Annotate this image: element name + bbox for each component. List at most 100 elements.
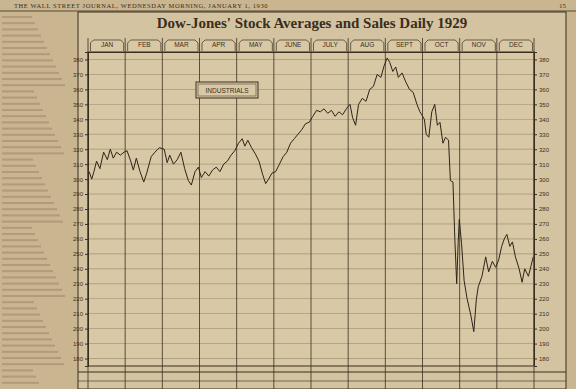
newsprint-line	[2, 227, 32, 229]
month-tab	[128, 40, 161, 51]
newsprint-line	[2, 363, 64, 365]
tick-label: 260	[73, 236, 84, 242]
newsprint-line	[2, 103, 40, 105]
y-tick: 200	[73, 326, 88, 332]
y-tick: 190	[534, 341, 550, 347]
tick-mark	[534, 134, 537, 135]
newsprint-line	[2, 97, 37, 99]
tick-mark	[534, 209, 537, 210]
tick-label: MAY	[249, 41, 263, 48]
y-tick: 250	[73, 251, 88, 257]
month-tab	[239, 40, 272, 51]
tick-label: 190	[73, 341, 84, 347]
tick-mark	[534, 239, 537, 240]
newsprint-line	[2, 16, 32, 18]
tick-label: 290	[539, 191, 550, 197]
newsprint-line	[2, 326, 46, 328]
chart-title: Dow-Jones' Stock Averages and Sales Dail…	[157, 15, 468, 31]
month-tab	[351, 40, 384, 51]
x-tick: MAR	[165, 40, 198, 52]
newsprint-line	[2, 264, 50, 266]
tick-label: 330	[73, 132, 84, 138]
newsprint-line	[2, 239, 38, 241]
tick-mark	[534, 269, 537, 270]
y-tick: 210	[73, 311, 88, 317]
tick-mark	[85, 74, 88, 75]
newsprint-line	[2, 369, 33, 371]
tick-label: 310	[539, 162, 550, 168]
newsprint-line	[2, 28, 38, 30]
tick-label: MAR	[174, 41, 189, 48]
tick-mark	[85, 89, 88, 90]
tick-label: 180	[73, 356, 84, 362]
newsprint-line	[2, 22, 35, 24]
tick-mark	[534, 149, 537, 150]
newsprint-line	[2, 233, 35, 235]
tick-label: OCT	[435, 41, 449, 48]
y-tick: 350	[73, 102, 88, 108]
x-tick: OCT	[425, 40, 458, 52]
y-tick: 310	[73, 162, 88, 168]
tick-mark	[534, 329, 537, 330]
tick-label: 240	[539, 266, 550, 272]
tick-mark	[85, 239, 88, 240]
tick-mark	[85, 59, 88, 60]
newsprint-line	[2, 270, 53, 272]
tick-label: 260	[539, 236, 550, 242]
newsprint-line	[2, 128, 52, 130]
month-divider	[385, 38, 386, 389]
page-number: 15	[559, 2, 567, 10]
month-tab	[165, 40, 198, 51]
tick-label: DEC	[509, 41, 523, 48]
tick-mark	[85, 299, 88, 300]
chart-svg: THE WALL STREET JOURNAL, WEDNESDAY MORNI…	[0, 0, 576, 389]
x-tick: SEPT	[388, 40, 421, 52]
newsprint-column	[2, 16, 65, 384]
tick-label: JAN	[101, 41, 114, 48]
y-tick: 370	[73, 72, 88, 78]
newsprint-line	[2, 376, 36, 378]
newsprint-line	[2, 314, 40, 316]
tick-mark	[85, 269, 88, 270]
newsprint-line	[2, 90, 34, 92]
tick-label: 350	[73, 102, 84, 108]
y-tick: 210	[534, 311, 550, 317]
month-divider	[311, 38, 312, 389]
tick-mark	[85, 224, 88, 225]
newsprint-line	[2, 338, 52, 340]
y-tick: 360	[73, 87, 88, 93]
month-divider	[459, 38, 460, 389]
tick-label: 290	[73, 191, 84, 197]
newsprint-line	[2, 295, 65, 297]
tick-mark	[85, 179, 88, 180]
newsprint-line	[2, 152, 64, 154]
month-dividers	[88, 38, 534, 389]
header-text: THE WALL STREET JOURNAL, WEDNESDAY MORNI…	[14, 2, 268, 9]
month-tab	[314, 40, 347, 51]
y-tick: 180	[534, 356, 550, 362]
newsprint-line	[2, 84, 65, 86]
month-divider	[162, 38, 163, 389]
x-tick: AUG	[351, 40, 384, 52]
newsprint-line	[2, 307, 37, 309]
month-divider	[273, 38, 274, 389]
y-axis-right: 1801902002102202302402502602702802903003…	[534, 53, 550, 367]
tick-mark	[85, 119, 88, 120]
newsprint-line	[2, 177, 42, 179]
tick-mark	[85, 284, 88, 285]
label-box-inner	[198, 84, 256, 96]
tick-label: 270	[73, 221, 84, 227]
y-tick: 330	[534, 132, 550, 138]
tick-label: 380	[539, 57, 550, 63]
month-divider	[496, 38, 497, 389]
tick-mark	[85, 359, 88, 360]
newsprint-line	[2, 53, 50, 55]
tick-label: JULY	[322, 41, 338, 48]
y-tick: 310	[534, 162, 550, 168]
newsprint-line	[2, 252, 44, 254]
tick-mark	[85, 314, 88, 315]
tick-label: SEPT	[396, 41, 413, 48]
newsprint-line	[2, 196, 51, 198]
newsprint-line	[2, 121, 49, 123]
tick-label: 370	[539, 72, 550, 78]
